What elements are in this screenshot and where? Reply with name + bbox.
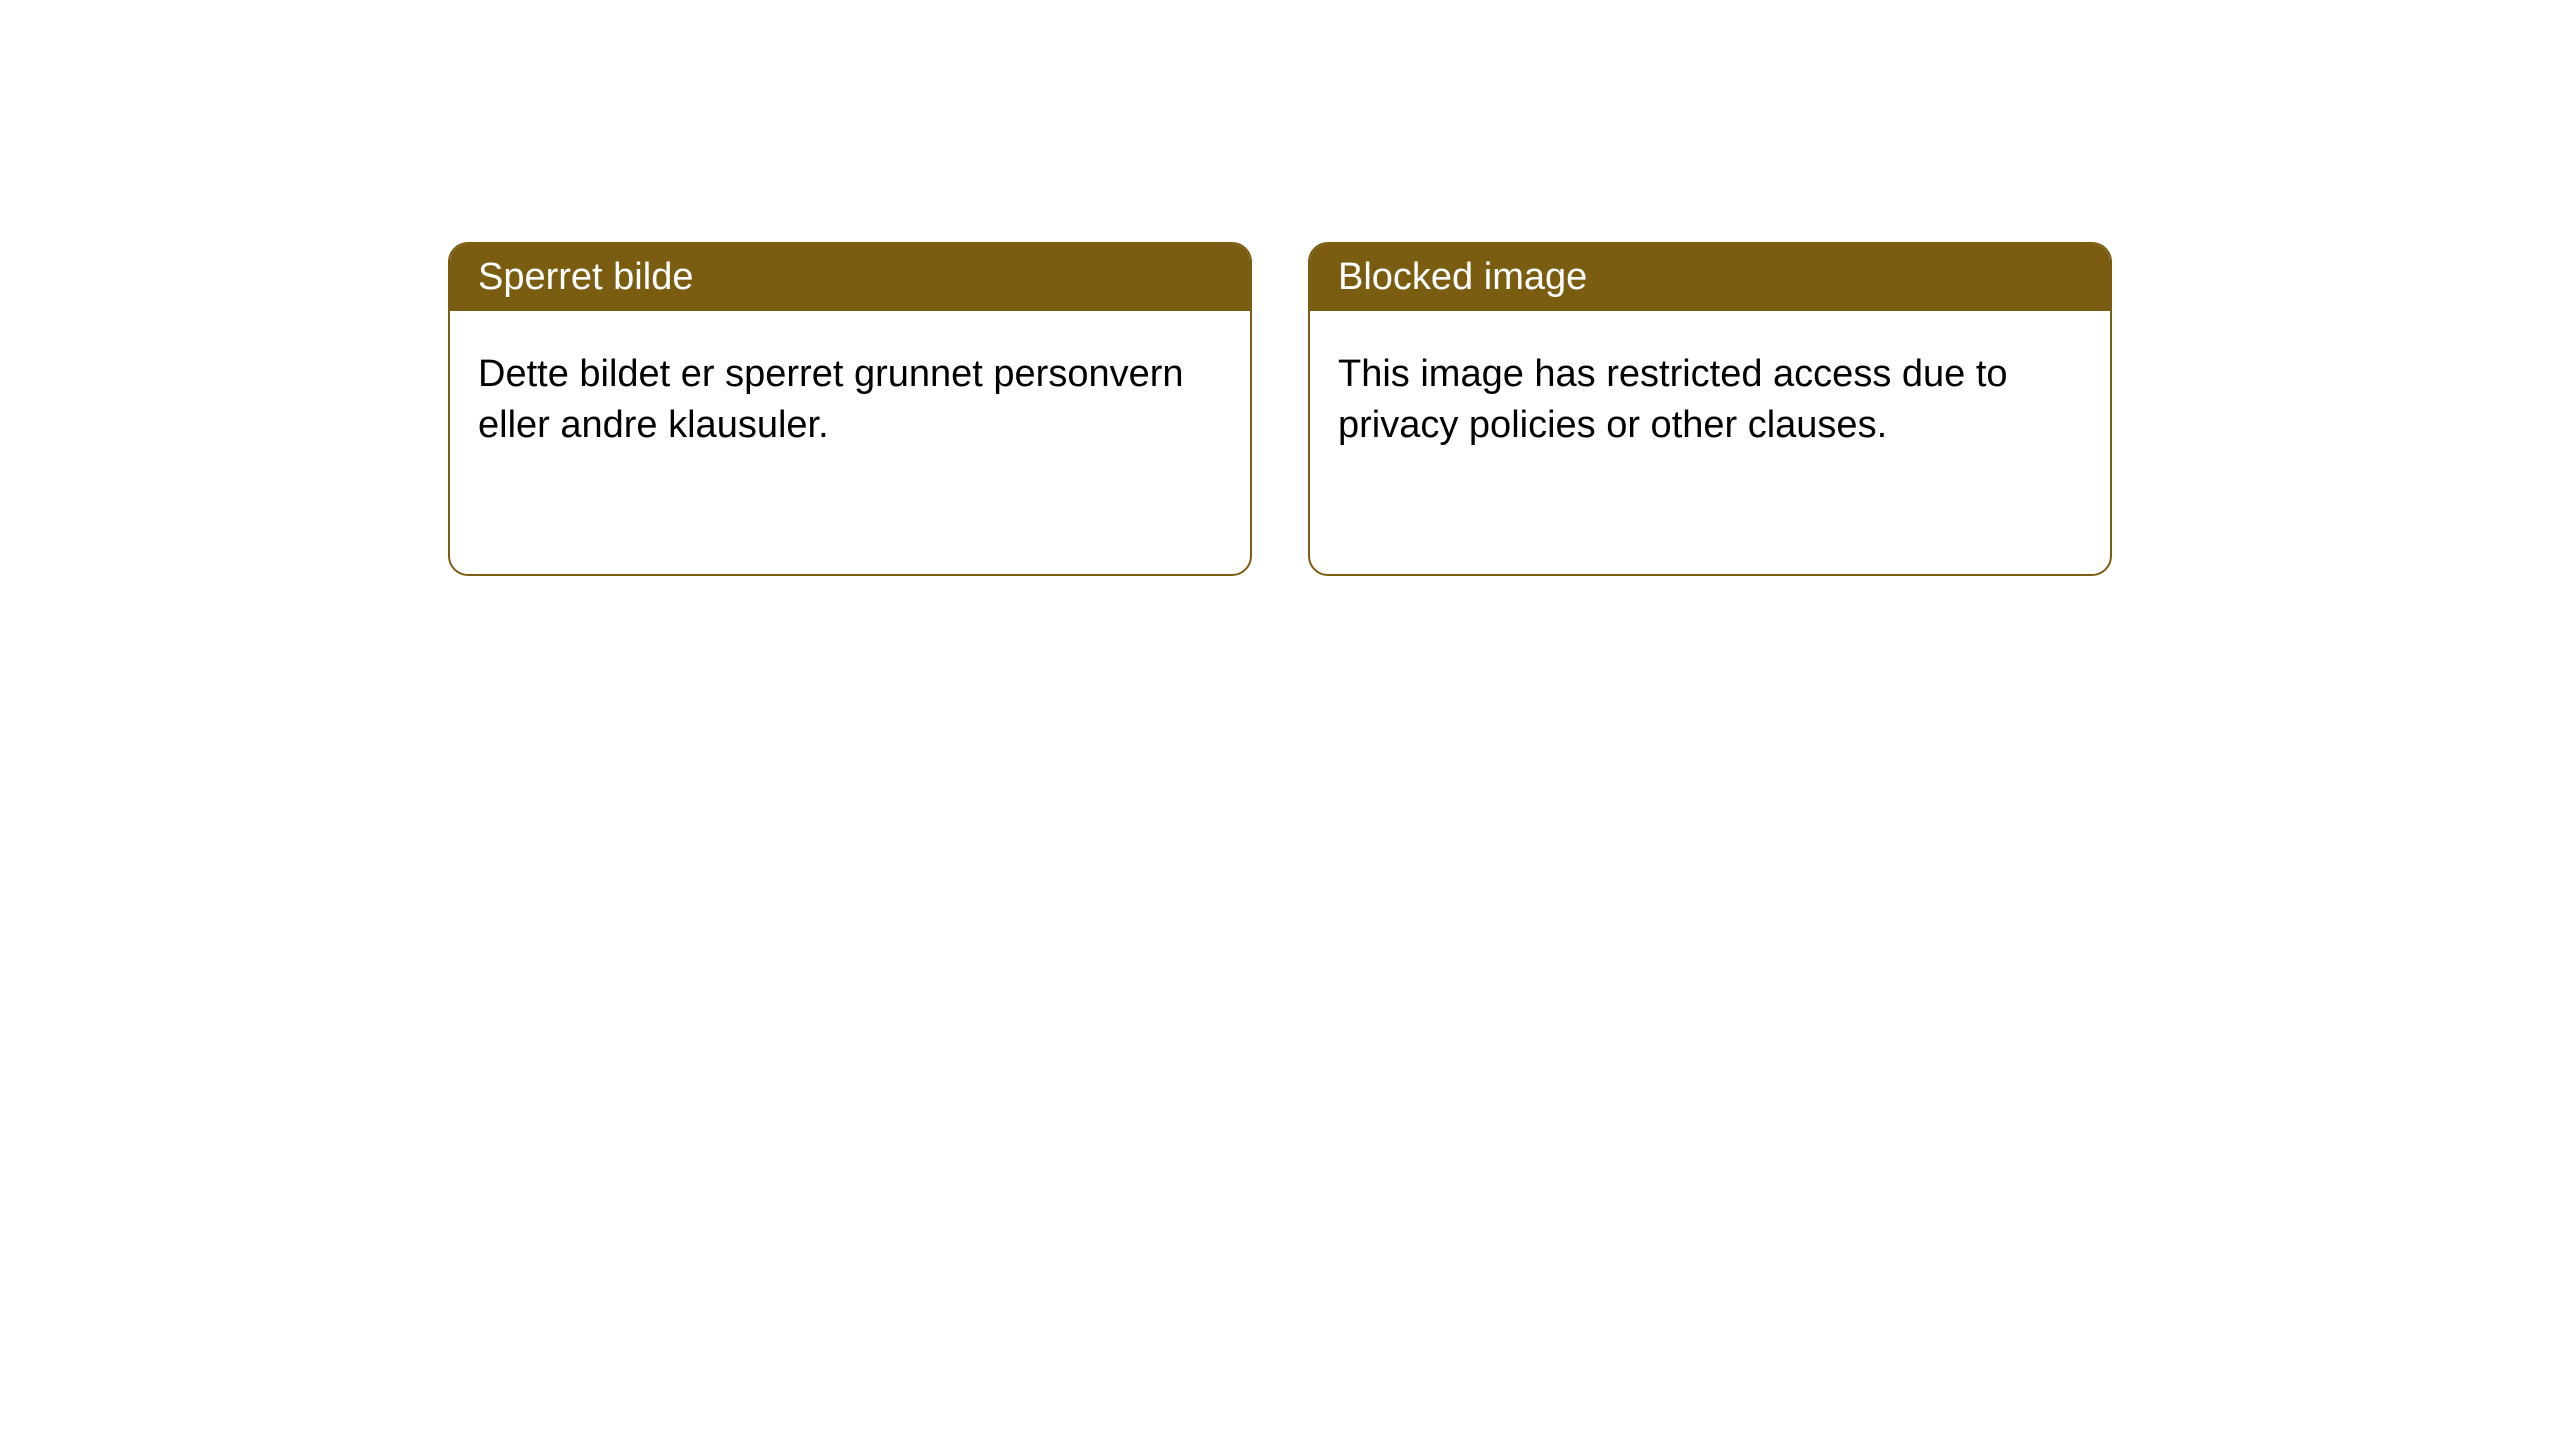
notice-header-text: Blocked image <box>1338 256 1587 298</box>
notice-card-english: Blocked image This image has restricted … <box>1308 242 2112 576</box>
notice-header: Blocked image <box>1310 244 2110 311</box>
notice-card-norwegian: Sperret bilde Dette bildet er sperret gr… <box>448 242 1252 576</box>
notice-header-text: Sperret bilde <box>478 256 693 298</box>
notice-body: Dette bildet er sperret grunnet personve… <box>450 311 1250 490</box>
notice-body-text: Dette bildet er sperret grunnet personve… <box>478 353 1184 446</box>
notice-header: Sperret bilde <box>450 244 1250 311</box>
notice-container: Sperret bilde Dette bildet er sperret gr… <box>448 242 2112 576</box>
notice-body-text: This image has restricted access due to … <box>1338 353 2008 446</box>
notice-body: This image has restricted access due to … <box>1310 311 2110 490</box>
